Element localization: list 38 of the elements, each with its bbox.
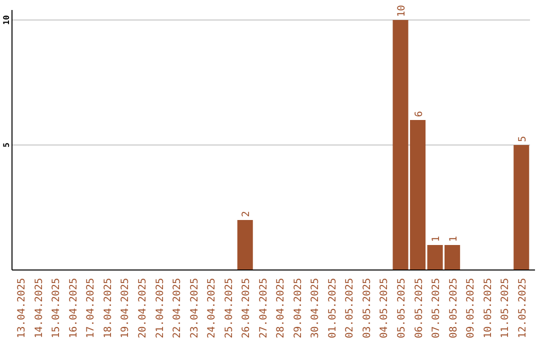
- x-tick-label: 26.04.2025: [241, 278, 252, 338]
- data-label: 10: [396, 4, 408, 17]
- x-tick-label: 03.05.2025: [362, 278, 373, 338]
- x-tick-label: 09.05.2025: [466, 278, 477, 338]
- x-tick-label: 06.05.2025: [414, 278, 425, 338]
- x-tick-label: 11.05.2025: [500, 278, 512, 338]
- data-label: 1: [431, 236, 442, 242]
- data-label: 6: [414, 110, 425, 117]
- x-tick-label: 20.04.2025: [138, 278, 148, 338]
- x-tick-label: 23.04.2025: [189, 278, 200, 338]
- x-tick-label: 13.04.2025: [16, 278, 28, 338]
- x-tick-label: 15.04.2025: [51, 278, 62, 338]
- x-tick-label: 16.04.2025: [68, 278, 80, 338]
- x-tick-label: 07.05.2025: [431, 278, 442, 338]
- x-tick-label: 29.04.2025: [292, 278, 304, 338]
- bar: [237, 220, 253, 270]
- x-tick-label: 18.04.2025: [102, 278, 114, 338]
- bar: [514, 145, 530, 270]
- x-tick-label: 01.05.2025: [327, 278, 338, 338]
- data-label: 2: [241, 210, 252, 217]
- x-tick-label: 24.04.2025: [206, 278, 218, 338]
- x-tick-label: 10.05.2025: [482, 278, 494, 338]
- x-tick-label: 02.05.2025: [344, 278, 356, 338]
- x-tick-label: 25.04.2025: [224, 278, 235, 338]
- x-tick-label: 22.04.2025: [172, 278, 184, 338]
- x-tick-label: 27.04.2025: [258, 278, 270, 338]
- x-tick-label: 21.04.2025: [154, 278, 166, 338]
- x-tick-label: 05.05.2025: [396, 278, 408, 338]
- x-tick-label: 08.05.2025: [448, 278, 460, 338]
- x-tick-label: 19.04.2025: [120, 278, 132, 338]
- data-label: 1: [448, 236, 460, 242]
- x-tick-label: 30.04.2025: [310, 278, 322, 338]
- data-label: 5: [517, 136, 528, 142]
- x-tick-label: 17.04.2025: [86, 278, 97, 338]
- x-tick-label: 14.04.2025: [34, 278, 45, 338]
- x-tick-label: 04.05.2025: [379, 278, 390, 338]
- x-tick-label: 12.05.2025: [517, 278, 528, 338]
- x-tick-label: 28.04.2025: [276, 278, 287, 338]
